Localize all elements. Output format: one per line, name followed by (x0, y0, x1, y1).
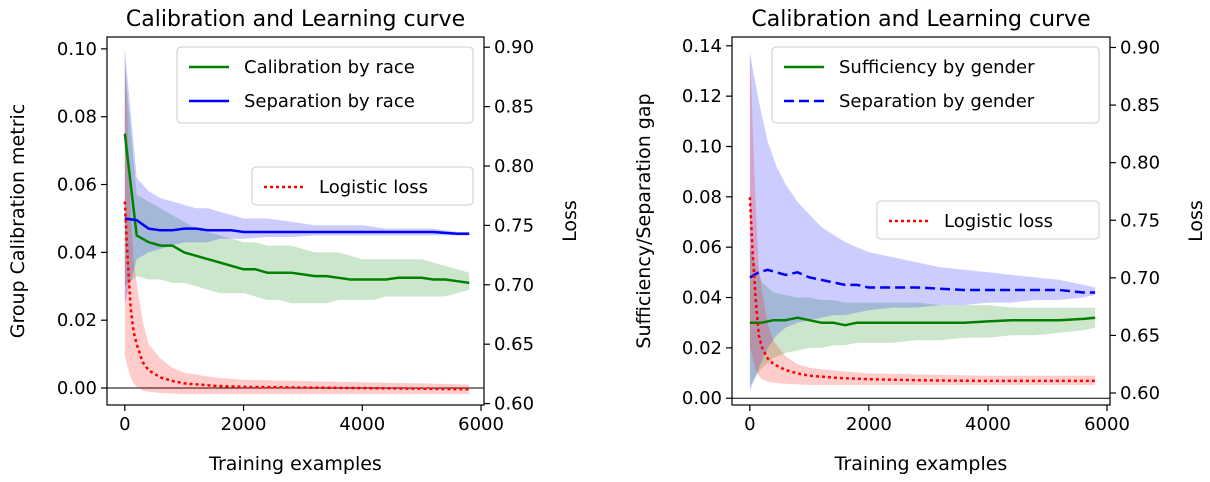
x-tick-label: 2000 (221, 414, 267, 435)
plot-area (107, 47, 484, 395)
x-axis-label: Training examples (834, 453, 1008, 475)
y-tick-label: 0.02 (57, 310, 97, 331)
y-tick-label: 0.14 (682, 36, 722, 57)
confidence-band-1 (124, 48, 470, 304)
y-axis-label: Group Calibration metric (7, 104, 29, 339)
legend-loss-label-0: Logistic loss (319, 177, 428, 198)
y2-tick-label: 0.85 (1120, 95, 1160, 116)
x-tick-label: 6000 (458, 414, 504, 435)
confidence-band-0 (124, 65, 470, 304)
series-line-2 (123, 201, 470, 391)
series-line-1 (124, 217, 470, 235)
y2-tick-label: 0.65 (1120, 325, 1160, 346)
y2-axis-label: Loss (1185, 200, 1207, 242)
confidence-band-0 (749, 247, 1096, 386)
plot-frame (106, 36, 485, 406)
y-axis-label: Sufficiency/Separation gap (633, 93, 655, 348)
chart-title: Calibration and Learning curve (126, 7, 465, 32)
y-tick-label: 0.02 (682, 338, 722, 359)
y2-tick-label: 0.90 (494, 37, 534, 58)
y-tick-label: 0.08 (57, 107, 97, 128)
x-axis-label: Training examples (208, 453, 382, 475)
plot-frame (731, 36, 1111, 406)
y2-tick-label: 0.70 (1120, 268, 1160, 289)
series-line-0 (123, 133, 470, 285)
y2-tick-label: 0.60 (1120, 383, 1160, 404)
y2-tick-label: 0.90 (1120, 37, 1160, 58)
legend-top-box (771, 46, 1100, 124)
y-tick-label: 0.06 (57, 175, 97, 196)
legend-top-label-0: Sufficiency by gender (839, 57, 1035, 78)
x-tick-label: 0 (744, 414, 755, 435)
series-line-0 (749, 316, 1096, 327)
series-line-1 (749, 268, 1096, 294)
y-tick-label: 0.04 (682, 288, 722, 309)
y-tick-label: 0.10 (57, 39, 97, 60)
confidence-band-2 (124, 47, 470, 395)
y2-tick-label: 0.70 (494, 275, 534, 296)
legend-top-label-1: Separation by race (244, 91, 415, 112)
chart-race: 0 2000 4000 6000 0.00 0.02 0.04 0.06 0.08 0.10 0.6… (7, 7, 581, 475)
y2-tick-label: 0.80 (494, 156, 534, 177)
y2-tick-label: 0.60 (494, 394, 534, 415)
chart-gender: 0 2000 4000 6000 0.00 0.02 0.04 0.06 0.08 0.10 0.1… (633, 7, 1207, 475)
legend-top-label-0: Calibration by race (244, 57, 415, 78)
y-tick-label: 0.00 (57, 378, 97, 399)
y2-tick-label: 0.75 (1120, 210, 1160, 231)
x-tick-label: 4000 (339, 414, 385, 435)
plot-area (732, 47, 1110, 399)
y-tick-label: 0.04 (57, 242, 97, 263)
y-tick-label: 0.00 (682, 388, 722, 409)
legend-top-box (176, 46, 474, 124)
chart-title: Calibration and Learning curve (751, 7, 1090, 32)
x-tick-label: 4000 (965, 414, 1011, 435)
y2-axis-label: Loss (559, 200, 581, 242)
y-tick-label: 0.10 (682, 136, 722, 157)
y-tick-label: 0.12 (682, 86, 722, 107)
legend-loss-box (251, 166, 474, 206)
y-tick-label: 0.08 (682, 187, 722, 208)
x-tick-label: 0 (119, 414, 130, 435)
legend-loss-label-0: Logistic loss (944, 211, 1053, 232)
y2-tick-label: 0.85 (494, 97, 534, 118)
y2-tick-label: 0.80 (1120, 153, 1160, 174)
y-tick-label: 0.06 (682, 237, 722, 258)
y2-tick-label: 0.65 (494, 334, 534, 355)
x-tick-label: 2000 (846, 414, 892, 435)
y2-tick-label: 0.75 (494, 215, 534, 236)
x-tick-label: 6000 (1084, 414, 1130, 435)
confidence-band-1 (749, 53, 1096, 391)
series-line-2 (748, 197, 1096, 383)
legend-top-label-1: Separation by gender (839, 91, 1035, 112)
legend-loss-box (876, 200, 1100, 240)
